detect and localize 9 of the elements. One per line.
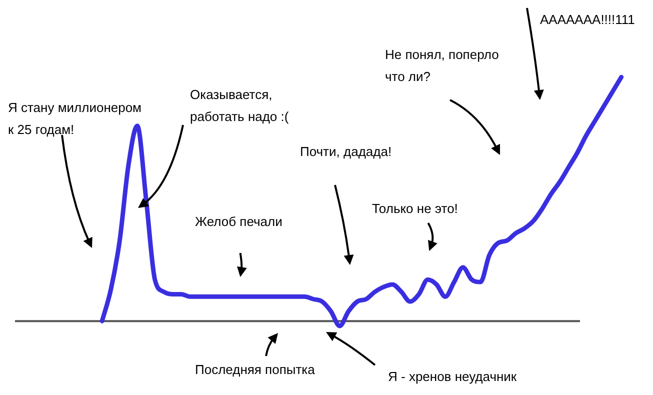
annotation: Почти, дадада! [300,143,392,161]
annotation: Желоб печали [195,213,282,231]
text: ААААААА!!!!111 [540,11,635,29]
text: Я - хренов неудачник [388,368,517,386]
annotation: Только не это! [372,200,458,218]
annotation: Оказывается, работать надо :( [190,86,289,126]
annotation: Я стану миллионером к 25 годам! [8,99,142,139]
annotation: Не понял, поперло что ли? [385,46,499,86]
text: Последняя попытка [195,361,315,379]
